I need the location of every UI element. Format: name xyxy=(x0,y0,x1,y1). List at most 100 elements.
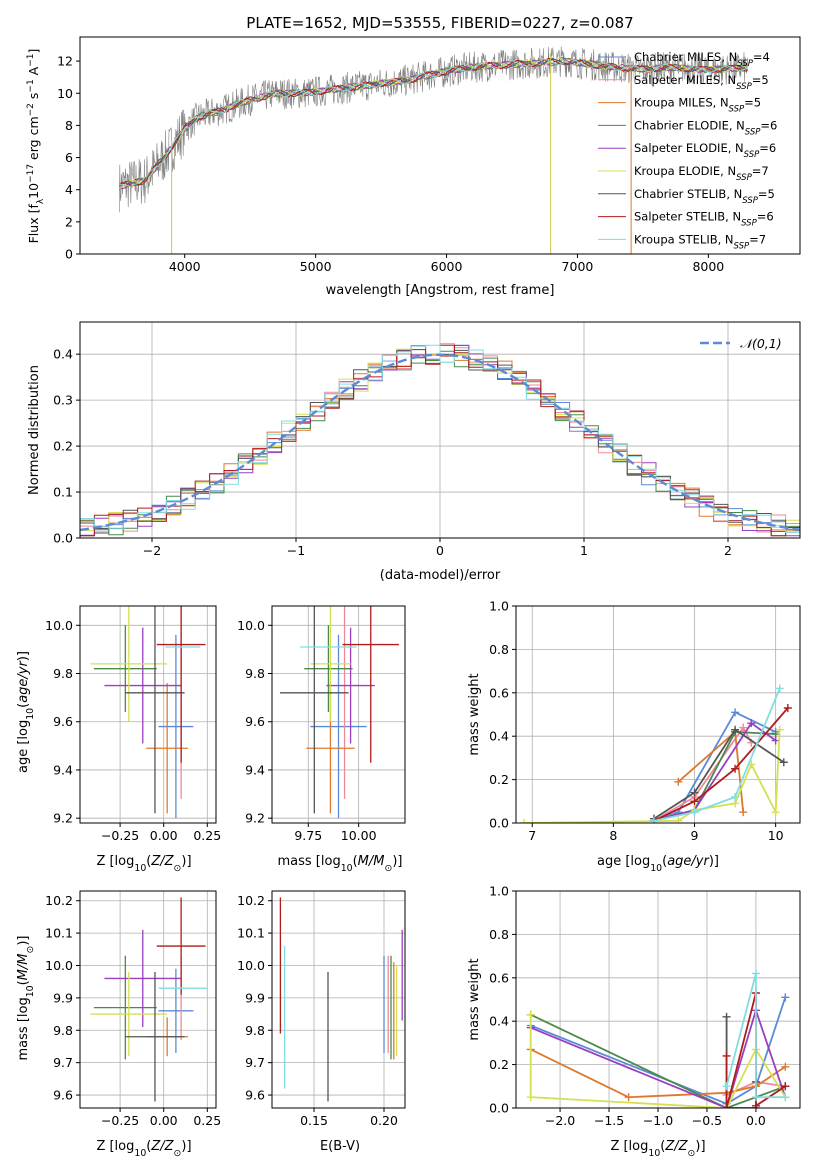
label-part: 10 xyxy=(341,863,353,874)
errorbar-point xyxy=(90,606,168,722)
plot-area-spectrum xyxy=(118,46,748,254)
weight-marker xyxy=(781,993,790,1002)
legend-sub: SSP xyxy=(736,173,752,183)
weight-line xyxy=(530,997,787,1105)
y-tick-label: 0.0 xyxy=(489,816,509,831)
label-part: 10 xyxy=(134,1148,146,1159)
axes-frame xyxy=(515,605,801,824)
y-tick-label: 9.9 xyxy=(245,990,265,1005)
legend-n: =6 xyxy=(757,210,774,224)
y-tick-label: 9.4 xyxy=(245,762,265,777)
label-part: −1 xyxy=(26,54,36,67)
weight-line xyxy=(653,707,789,822)
spectrum-xlabel: wavelength [Angstrom, rest frame] xyxy=(326,283,555,298)
label-part: ⊙ xyxy=(688,1148,696,1159)
label-part: ( xyxy=(146,854,151,869)
legend-label: Kroupa STELIB, N xyxy=(634,232,734,246)
label-part: age/yr xyxy=(16,659,31,702)
legend-label: Chabrier STELIB, N xyxy=(634,187,742,201)
errorbar-point xyxy=(146,683,189,814)
axes-age-vs-Z: −0.25 0.00 0.25 9.2 9.4 9.6 9.8 10.0 xyxy=(45,605,221,843)
axes-frame xyxy=(79,890,217,1109)
x-tick-label: 0.15 xyxy=(300,1113,328,1128)
weight-marker xyxy=(775,684,784,693)
x-tick-label: 6000 xyxy=(431,259,463,274)
label-part: Z [log xyxy=(610,1139,648,1154)
y-tick-label: 2 xyxy=(65,214,73,229)
weight-line xyxy=(530,1007,787,1108)
label-part: Z [log xyxy=(96,1139,134,1154)
y-tick-label: 8 xyxy=(65,118,73,133)
y-tick-label: 0.6 xyxy=(489,685,509,700)
x-tick-label: 10.00 xyxy=(341,828,377,843)
y-tick-label: 9.6 xyxy=(53,1088,73,1103)
frame-spectrum: 4000 5000 6000 7000 8000 0 2 4 6 8 10 12 xyxy=(57,36,801,274)
y-tick-label: 0.2 xyxy=(53,439,73,454)
x-tick-label: −2 xyxy=(143,543,161,558)
label-part: ( xyxy=(353,854,358,869)
x-tick-label: 9 xyxy=(691,828,699,843)
weight-marker xyxy=(781,1093,790,1102)
weight-marker xyxy=(747,719,756,728)
legend-n: =6 xyxy=(760,118,777,132)
x-tick-label: 7 xyxy=(528,828,536,843)
y-tick-label: 1.0 xyxy=(489,884,509,899)
legend-label: Salpeter STELIB, N xyxy=(634,210,741,224)
weight-marker xyxy=(722,1051,731,1060)
legend-sub: SSP xyxy=(741,219,757,229)
y-tick-label: 0.2 xyxy=(489,1057,509,1072)
label-part: Z [log xyxy=(96,854,134,869)
label-part: E(B-V) xyxy=(320,1139,360,1154)
frame-mass-vs-EBV: 0.15 0.20 9.6 9.7 9.8 9.9 10.0 10.1 10.2 xyxy=(237,890,406,1128)
legend-sub: SSP xyxy=(734,241,750,251)
y-tick-label: 0.0 xyxy=(489,1101,509,1116)
weight-line xyxy=(653,721,777,822)
residual-histogram xyxy=(80,344,800,534)
plot-area-age-vs-Z xyxy=(90,606,206,819)
x-tick-label: −0.25 xyxy=(101,828,139,843)
label-part: )] xyxy=(709,854,719,869)
errorbar-point xyxy=(104,627,182,744)
legend-entry: Salpeter ELODIE, NSSP=6 xyxy=(634,141,776,160)
legend-entry: Chabrier ELODIE, NSSP=6 xyxy=(634,118,777,137)
y-tick-label: 10.0 xyxy=(237,958,265,973)
label-part: mass weight xyxy=(467,958,482,1040)
y-tick-label: 9.8 xyxy=(245,1023,265,1038)
legend-entry: Kroupa MILES, NSSP=5 xyxy=(634,96,761,115)
y-tick-label: 6 xyxy=(65,150,73,165)
label-part: )] xyxy=(16,936,31,946)
age-vs-mass-xlabel: mass [log10(M/M⊙)] xyxy=(278,854,403,874)
gaussian-reference-curve xyxy=(80,353,800,532)
errorbar-point xyxy=(310,634,367,819)
label-part: ( xyxy=(660,1139,665,1154)
label-part: mass [log xyxy=(278,854,341,869)
errorbar-point xyxy=(156,606,206,763)
label-part: 10 xyxy=(134,863,146,874)
errorbar-point xyxy=(280,606,349,814)
x-tick-label: −0.5 xyxy=(692,1113,722,1128)
legend-n: =5 xyxy=(744,96,761,110)
label-part: Normed distribution xyxy=(27,365,42,495)
axes-mass-vs-Z: −0.25 0.00 0.25 9.6 9.7 9.8 9.9 10.0 10.1 10.2 xyxy=(45,890,221,1128)
weight-vs-Z-ylabel: mass weight xyxy=(467,958,482,1040)
legend-n: =7 xyxy=(752,164,769,178)
legend-label: Salpeter MILES, N xyxy=(634,73,736,87)
y-tick-label: 0 xyxy=(65,247,73,262)
y-tick-label: 9.9 xyxy=(53,990,73,1005)
errorbar-point xyxy=(304,625,353,713)
errorbar-point xyxy=(93,955,157,1060)
weight-line xyxy=(653,711,777,822)
figure-title: PLATE=1652, MJD=53555, FIBERID=0227, z=0… xyxy=(246,14,633,32)
age-vs-Z-xlabel: Z [log10(Z/Z⊙)] xyxy=(96,854,191,874)
weight-vs-Z-xlabel: Z [log10(Z/Z⊙)] xyxy=(610,1139,705,1159)
errorbar-point xyxy=(125,606,185,814)
weight-line xyxy=(524,729,781,823)
y-tick-label: 9.4 xyxy=(53,762,73,777)
y-tick-label: 9.6 xyxy=(245,1088,265,1103)
errorbar-point xyxy=(158,968,194,1053)
weight-marker xyxy=(526,1093,535,1102)
label-part: mass weight xyxy=(467,673,482,755)
residual-xlabel: (data-model)/error xyxy=(380,568,501,583)
y-tick-label: 10.0 xyxy=(237,618,265,633)
y-tick-label: 4 xyxy=(65,182,73,197)
